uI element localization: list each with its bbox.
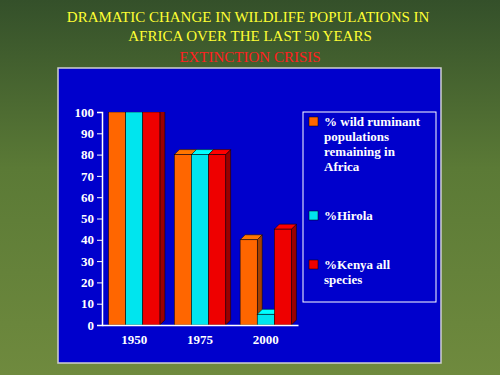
bar-side <box>160 112 165 325</box>
y-tick-mark <box>97 197 102 198</box>
y-tick-label: 0 <box>88 318 95 333</box>
chart-panel <box>58 68 441 363</box>
y-tick-mark <box>97 176 102 177</box>
y-tick: 0 <box>88 318 103 333</box>
bar <box>174 155 191 325</box>
y-tick-mark <box>97 282 102 283</box>
y-tick-label: 20 <box>81 275 94 290</box>
y-tick-mark <box>97 155 102 156</box>
subtitle: EXTINCTION CRISIS <box>179 49 320 65</box>
legend-swatch <box>309 117 318 126</box>
y-tick-mark <box>97 133 102 134</box>
legend: % wild ruminant populations remaining in… <box>303 112 436 302</box>
y-tick-mark <box>97 219 102 220</box>
y-tick-label: 40 <box>81 232 94 247</box>
x-tick: 1975 <box>187 325 214 347</box>
y-tick: 50 <box>81 211 102 226</box>
y-tick-label: 70 <box>81 169 94 184</box>
chart: DRAMATIC CHANGE IN WILDLIFE POPULATIONS … <box>0 0 500 375</box>
title: DRAMATIC CHANGE IN WILDLIFE POPULATIONS … <box>67 9 433 44</box>
bar <box>126 112 143 325</box>
y-tick: 60 <box>81 190 102 205</box>
bar <box>257 314 274 325</box>
bar <box>143 112 160 325</box>
bar-side <box>226 150 231 325</box>
legend-box <box>303 112 436 302</box>
y-tick: 30 <box>81 254 102 269</box>
bar-top <box>274 224 296 229</box>
y-tick-label: 100 <box>75 105 95 120</box>
y-tick-mark <box>97 240 102 241</box>
y-tick: 20 <box>81 275 102 290</box>
legend-swatch <box>309 211 318 220</box>
x-axis: 1950 1975 2000 <box>103 325 299 347</box>
y-tick-label: 80 <box>81 147 94 162</box>
y-tick-mark <box>97 112 102 113</box>
y-tick: 70 <box>81 169 102 184</box>
legend-label: % wild ruminant populations remaining in… <box>324 114 423 174</box>
background <box>0 0 500 375</box>
bar <box>209 155 226 325</box>
y-tick: 10 <box>81 296 102 311</box>
x-tick: 1950 <box>121 325 147 347</box>
y-tick: 80 <box>81 147 102 162</box>
legend-swatch <box>309 260 318 269</box>
bar <box>274 229 291 325</box>
x-tick-label: 2000 <box>253 332 279 347</box>
y-tick-label: 10 <box>81 296 94 311</box>
y-axis: 0 10 20 30 40 50 60 70 80 90 100 <box>75 105 103 333</box>
y-axis-line <box>97 113 103 326</box>
y-tick-label: 60 <box>81 190 94 205</box>
x-axis-line <box>103 325 299 327</box>
y-tick: 40 <box>81 232 102 247</box>
bar-top <box>240 235 262 240</box>
bar <box>191 155 208 325</box>
legend-label: %Hirola <box>324 208 373 223</box>
y-tick-label: 30 <box>81 254 94 269</box>
x-tick: 2000 <box>253 325 279 347</box>
y-tick-mark <box>97 261 102 262</box>
x-tick-label: 1950 <box>121 332 147 347</box>
legend-label: %Kenya all species <box>324 257 393 287</box>
y-tick-mark <box>97 304 102 305</box>
bar-top <box>209 150 231 155</box>
y-tick-label: 50 <box>81 211 94 226</box>
x-tick-label: 1975 <box>187 332 214 347</box>
bar <box>240 240 257 325</box>
y-tick: 100 <box>75 105 103 120</box>
bar <box>109 112 126 325</box>
y-tick-mark <box>97 325 102 326</box>
bar-side <box>291 224 296 325</box>
bars <box>109 112 297 325</box>
y-tick: 90 <box>81 126 102 141</box>
y-tick-label: 90 <box>81 126 94 141</box>
